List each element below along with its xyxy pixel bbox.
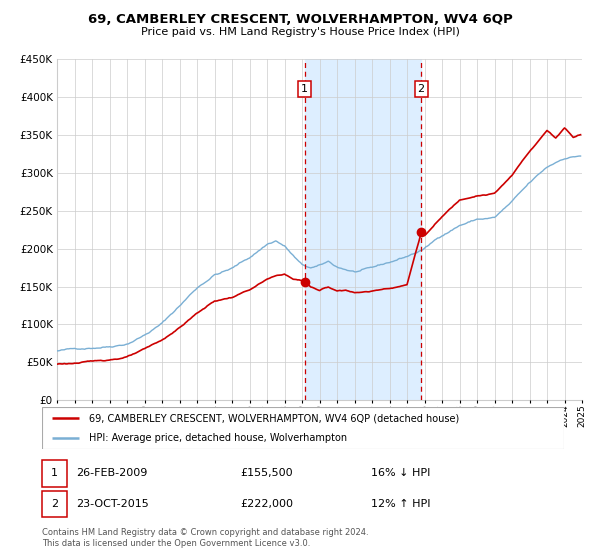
Text: Contains HM Land Registry data © Crown copyright and database right 2024.: Contains HM Land Registry data © Crown c… xyxy=(42,528,368,536)
Text: 69, CAMBERLEY CRESCENT, WOLVERHAMPTON, WV4 6QP (detached house): 69, CAMBERLEY CRESCENT, WOLVERHAMPTON, W… xyxy=(89,413,459,423)
Text: 69, CAMBERLEY CRESCENT, WOLVERHAMPTON, WV4 6QP: 69, CAMBERLEY CRESCENT, WOLVERHAMPTON, W… xyxy=(88,13,512,26)
Bar xyxy=(305,59,421,400)
Text: HPI: Average price, detached house, Wolverhampton: HPI: Average price, detached house, Wolv… xyxy=(89,433,347,443)
Text: 1: 1 xyxy=(51,468,58,478)
FancyBboxPatch shape xyxy=(42,407,564,449)
Text: 2: 2 xyxy=(51,499,58,509)
Text: £155,500: £155,500 xyxy=(241,468,293,478)
Text: £222,000: £222,000 xyxy=(241,499,293,509)
Text: 26-FEB-2009: 26-FEB-2009 xyxy=(76,468,148,478)
Text: 1: 1 xyxy=(301,84,308,94)
Text: 2: 2 xyxy=(418,84,425,94)
Text: 12% ↑ HPI: 12% ↑ HPI xyxy=(371,499,430,509)
FancyBboxPatch shape xyxy=(42,491,67,517)
Text: 23-OCT-2015: 23-OCT-2015 xyxy=(76,499,149,509)
Text: This data is licensed under the Open Government Licence v3.0.: This data is licensed under the Open Gov… xyxy=(42,539,310,548)
Text: Price paid vs. HM Land Registry's House Price Index (HPI): Price paid vs. HM Land Registry's House … xyxy=(140,27,460,37)
FancyBboxPatch shape xyxy=(42,460,67,487)
Text: 16% ↓ HPI: 16% ↓ HPI xyxy=(371,468,430,478)
